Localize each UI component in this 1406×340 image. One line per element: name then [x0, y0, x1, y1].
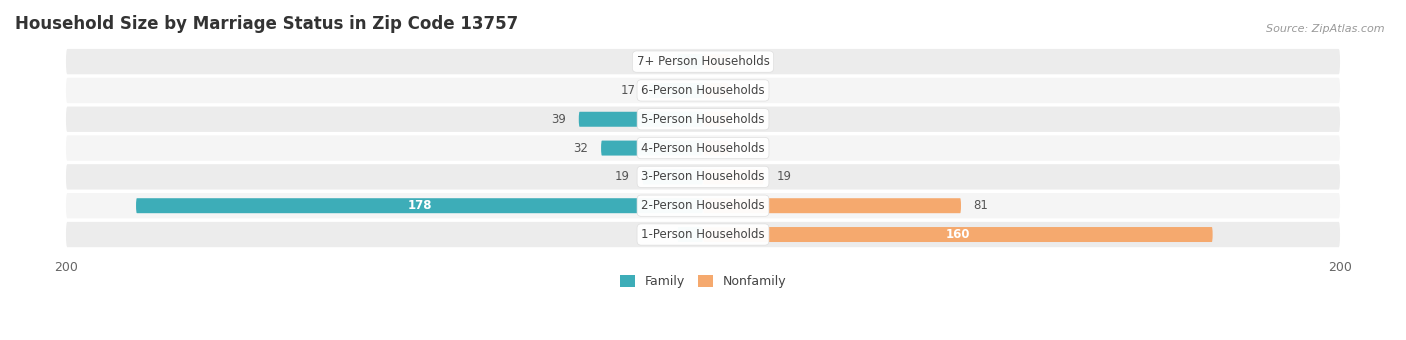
FancyBboxPatch shape	[66, 222, 1340, 247]
Text: 81: 81	[974, 199, 988, 212]
FancyBboxPatch shape	[703, 54, 728, 69]
Text: 0: 0	[716, 84, 723, 97]
Text: Household Size by Marriage Status in Zip Code 13757: Household Size by Marriage Status in Zip…	[15, 15, 519, 33]
Text: 17: 17	[621, 84, 636, 97]
Text: Source: ZipAtlas.com: Source: ZipAtlas.com	[1267, 24, 1385, 34]
Text: 0: 0	[716, 55, 723, 68]
Text: 7+ Person Households: 7+ Person Households	[637, 55, 769, 68]
FancyBboxPatch shape	[643, 169, 703, 184]
FancyBboxPatch shape	[703, 140, 728, 156]
Text: 5-Person Households: 5-Person Households	[641, 113, 765, 126]
Text: 0: 0	[716, 141, 723, 155]
FancyBboxPatch shape	[66, 78, 1340, 103]
FancyBboxPatch shape	[678, 54, 703, 69]
FancyBboxPatch shape	[648, 83, 703, 98]
FancyBboxPatch shape	[703, 227, 1212, 242]
FancyBboxPatch shape	[66, 49, 1340, 74]
Text: 6-Person Households: 6-Person Households	[641, 84, 765, 97]
Text: 160: 160	[946, 228, 970, 241]
FancyBboxPatch shape	[66, 135, 1340, 161]
FancyBboxPatch shape	[602, 140, 703, 156]
FancyBboxPatch shape	[703, 198, 960, 213]
Text: 19: 19	[776, 170, 792, 183]
FancyBboxPatch shape	[66, 164, 1340, 190]
FancyBboxPatch shape	[579, 112, 703, 127]
FancyBboxPatch shape	[66, 193, 1340, 218]
Text: 39: 39	[551, 113, 567, 126]
Text: 32: 32	[574, 141, 588, 155]
FancyBboxPatch shape	[703, 112, 728, 127]
Legend: Family, Nonfamily: Family, Nonfamily	[614, 270, 792, 293]
Text: 4-Person Households: 4-Person Households	[641, 141, 765, 155]
Text: 2-Person Households: 2-Person Households	[641, 199, 765, 212]
Text: 0: 0	[683, 55, 690, 68]
FancyBboxPatch shape	[66, 106, 1340, 132]
Text: 0: 0	[716, 113, 723, 126]
Text: 178: 178	[408, 199, 432, 212]
FancyBboxPatch shape	[678, 227, 703, 242]
Text: 3-Person Households: 3-Person Households	[641, 170, 765, 183]
Text: 0: 0	[683, 228, 690, 241]
FancyBboxPatch shape	[703, 83, 728, 98]
FancyBboxPatch shape	[136, 198, 703, 213]
Text: 1-Person Households: 1-Person Households	[641, 228, 765, 241]
FancyBboxPatch shape	[703, 169, 763, 184]
Text: 19: 19	[614, 170, 630, 183]
